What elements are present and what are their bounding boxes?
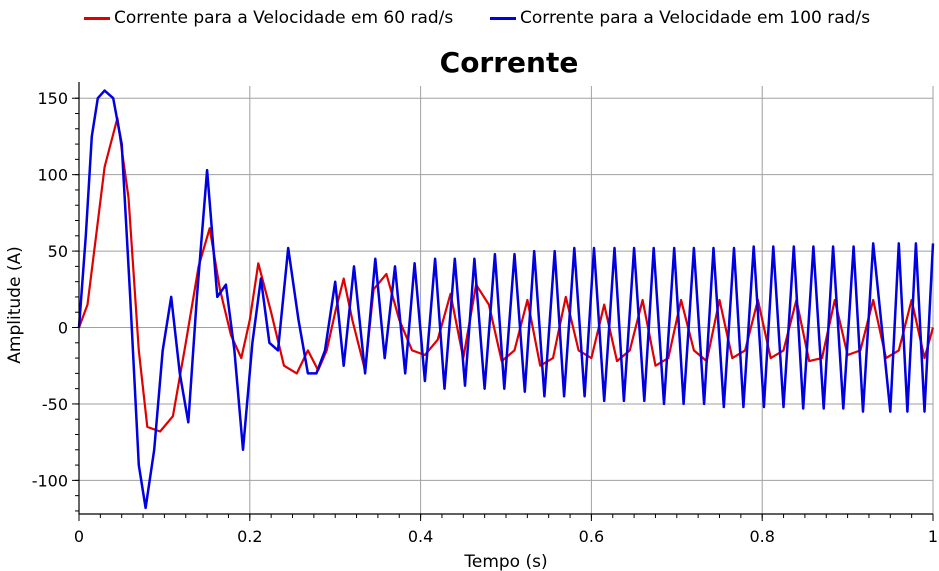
y-tick-label: 0 bbox=[58, 319, 68, 338]
series-line-1 bbox=[77, 89, 935, 510]
x-tick-label: 0.8 bbox=[749, 527, 774, 546]
y-tick-label: 150 bbox=[37, 89, 68, 108]
legend-item-60rads: Corrente para a Velocidade em 60 rad/s bbox=[84, 6, 453, 30]
legend-item-100rads: Corrente para a Velocidade em 100 rad/s bbox=[490, 6, 870, 30]
x-tick-label: 0.4 bbox=[408, 527, 433, 546]
legend: Corrente para a Velocidade em 60 rad/s C… bbox=[0, 6, 939, 30]
legend-label-60rads: Corrente para a Velocidade em 60 rad/s bbox=[114, 8, 454, 28]
y-tick-label: 50 bbox=[48, 242, 68, 261]
legend-swatch-blue bbox=[490, 16, 516, 20]
grid bbox=[79, 86, 934, 514]
x-tick-label: 0 bbox=[74, 527, 84, 546]
x-tick-label: 0.6 bbox=[579, 527, 604, 546]
y-tick-label: 100 bbox=[37, 166, 68, 185]
x-tick-label: 1 bbox=[928, 527, 938, 546]
y-tick-label: -50 bbox=[42, 395, 68, 414]
axes: 0 0.2 0.4 0.6 0.8 1 -100 -50 0 50 100 150 bbox=[32, 82, 938, 546]
legend-swatch-red bbox=[84, 16, 110, 20]
y-tick-label: -100 bbox=[32, 471, 68, 490]
chart-title: Corrente bbox=[440, 46, 579, 79]
y-axis-title: Amplitude (A) bbox=[5, 246, 25, 363]
series-layer bbox=[77, 89, 935, 510]
legend-label-100rads: Corrente para a Velocidade em 100 rad/s bbox=[520, 8, 871, 28]
x-tick-label: 0.2 bbox=[237, 527, 262, 546]
x-axis-title: Tempo (s) bbox=[463, 552, 547, 571]
